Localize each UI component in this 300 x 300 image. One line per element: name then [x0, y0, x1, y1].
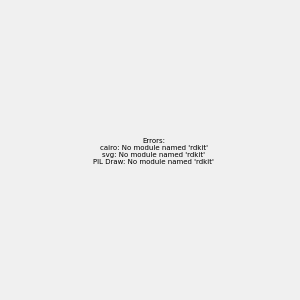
Text: Errors:
cairo: No module named 'rdkit'
svg: No module named 'rdkit'
PIL Draw: No: Errors: cairo: No module named 'rdkit' s… — [93, 138, 214, 165]
